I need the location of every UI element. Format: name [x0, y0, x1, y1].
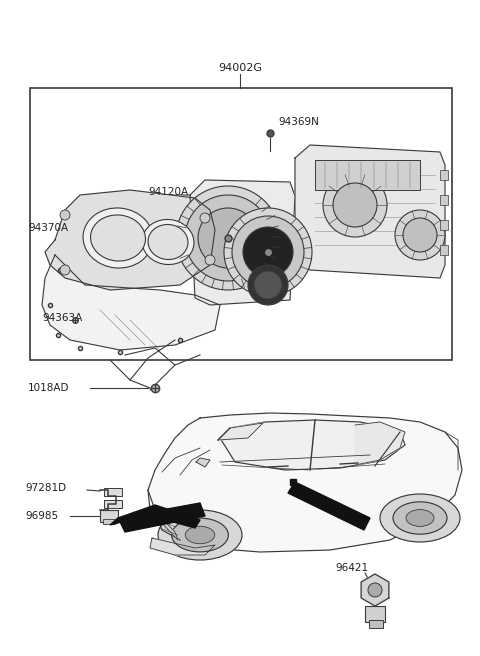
Ellipse shape	[91, 215, 145, 261]
Circle shape	[198, 208, 258, 268]
Polygon shape	[150, 538, 215, 555]
Bar	[369, 620, 383, 628]
Circle shape	[403, 218, 437, 252]
Text: 1018AD: 1018AD	[28, 383, 70, 393]
Polygon shape	[190, 180, 295, 305]
Circle shape	[185, 195, 271, 281]
Ellipse shape	[172, 518, 228, 552]
Bar	[440, 170, 448, 180]
Circle shape	[243, 227, 293, 277]
Circle shape	[232, 216, 304, 288]
Polygon shape	[118, 503, 205, 532]
Circle shape	[368, 583, 382, 597]
Circle shape	[60, 265, 70, 275]
Text: 96421: 96421	[335, 563, 368, 573]
Polygon shape	[355, 422, 405, 465]
Bar	[103, 519, 115, 524]
Circle shape	[205, 255, 215, 265]
Text: 94120A: 94120A	[148, 187, 188, 197]
Text: 94369N: 94369N	[278, 117, 319, 127]
Circle shape	[176, 186, 280, 290]
Circle shape	[60, 210, 70, 220]
Polygon shape	[361, 574, 389, 606]
Bar	[104, 500, 122, 508]
Polygon shape	[218, 423, 263, 440]
Text: 96985: 96985	[25, 511, 58, 521]
Ellipse shape	[148, 224, 188, 260]
Text: 94370A: 94370A	[28, 223, 68, 233]
Bar	[440, 220, 448, 230]
Bar	[30, 88, 452, 360]
Polygon shape	[295, 145, 445, 278]
Bar	[365, 606, 385, 622]
Ellipse shape	[406, 510, 434, 526]
Bar	[440, 245, 448, 255]
Bar	[104, 488, 122, 496]
Ellipse shape	[83, 208, 153, 268]
Polygon shape	[110, 505, 200, 528]
Circle shape	[333, 183, 377, 227]
Circle shape	[254, 271, 282, 299]
Ellipse shape	[142, 220, 194, 264]
Polygon shape	[148, 413, 462, 552]
Circle shape	[323, 173, 387, 237]
Polygon shape	[288, 482, 370, 530]
Polygon shape	[42, 255, 220, 350]
Bar	[100, 510, 118, 522]
Text: 97281D: 97281D	[25, 483, 66, 493]
Polygon shape	[45, 190, 215, 290]
Polygon shape	[220, 420, 405, 470]
Ellipse shape	[158, 510, 242, 560]
Text: 94002G: 94002G	[218, 63, 262, 73]
Polygon shape	[152, 508, 178, 540]
Ellipse shape	[380, 494, 460, 542]
Text: 94363A: 94363A	[42, 313, 82, 323]
Circle shape	[200, 213, 210, 223]
Circle shape	[224, 208, 312, 296]
Bar	[440, 195, 448, 205]
Ellipse shape	[185, 526, 215, 544]
Circle shape	[248, 265, 288, 305]
Polygon shape	[196, 458, 210, 467]
Circle shape	[395, 210, 445, 260]
Bar	[315, 160, 420, 190]
Ellipse shape	[393, 502, 447, 534]
